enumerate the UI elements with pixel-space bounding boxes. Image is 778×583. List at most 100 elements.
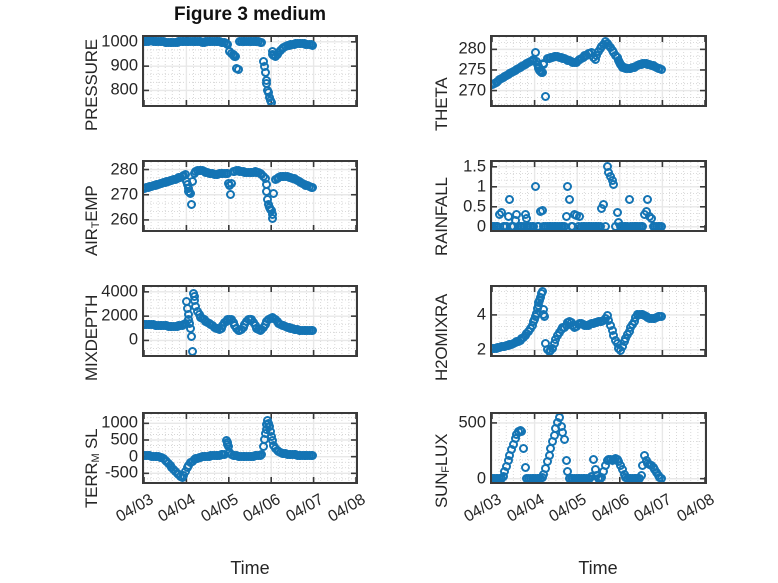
ytick-label-terr_msl-3: 1000 bbox=[101, 413, 138, 432]
data-point bbox=[517, 427, 527, 437]
xtick-label-sun_flux-5: 04/08 bbox=[674, 491, 718, 526]
ytick-label-mixdepth-1: 2000 bbox=[101, 306, 138, 325]
data-point bbox=[657, 64, 667, 74]
xtick-label-terr_msl-2: 04/05 bbox=[198, 491, 242, 526]
xtick-label-sun_flux-4: 04/07 bbox=[631, 491, 675, 526]
data-point bbox=[186, 332, 196, 342]
data-series-terr_msl bbox=[144, 414, 356, 482]
data-point bbox=[537, 205, 547, 215]
plot-area-sun_flux bbox=[490, 412, 707, 484]
data-point bbox=[537, 68, 547, 78]
data-point bbox=[541, 92, 551, 102]
data-point bbox=[537, 287, 547, 296]
ylabel-sun_flux: SUNFLUX bbox=[432, 380, 452, 508]
ytick-label-air_temp-1: 270 bbox=[110, 185, 138, 204]
ytick-label-air_temp-2: 280 bbox=[110, 160, 138, 179]
data-series-h2omixra bbox=[492, 287, 705, 355]
xtick-label-terr_msl-0: 04/03 bbox=[113, 491, 157, 526]
data-point bbox=[575, 211, 585, 221]
data-point bbox=[540, 312, 550, 322]
data-point bbox=[308, 40, 318, 50]
ytick-label-pressure-0: 800 bbox=[110, 80, 138, 99]
data-series-pressure bbox=[144, 37, 356, 105]
ytick-label-theta-1: 275 bbox=[458, 60, 486, 79]
gridlines-rainfall bbox=[492, 162, 705, 230]
data-series-mixdepth bbox=[144, 287, 356, 355]
xlabel-terr_msl: Time bbox=[230, 558, 270, 578]
ylabel-base: SUN bbox=[432, 472, 451, 508]
data-point bbox=[226, 179, 236, 189]
ytick-label-rainfall-2: 1 bbox=[476, 177, 486, 196]
ytick-label-sun_flux-1: 500 bbox=[458, 413, 486, 432]
data-point bbox=[269, 189, 279, 199]
ylabel-base: AIR bbox=[82, 228, 101, 256]
ytick-label-terr_msl-0: -500 bbox=[104, 463, 138, 482]
data-point bbox=[225, 190, 235, 200]
data-point bbox=[530, 182, 540, 192]
xtick-label-sun_flux-0: 04/03 bbox=[461, 491, 505, 526]
ytick-label-terr_msl-2: 500 bbox=[110, 430, 138, 449]
data-point bbox=[612, 208, 622, 218]
plot-area-pressure bbox=[142, 35, 358, 107]
ytick-label-air_temp-0: 260 bbox=[110, 210, 138, 229]
ylabel-tail: LUX bbox=[432, 433, 451, 467]
ytick-label-rainfall-0: 0 bbox=[476, 217, 486, 236]
data-point bbox=[520, 463, 530, 472]
data-point bbox=[512, 210, 522, 220]
ylabel-air_temp: AIRTEMP bbox=[82, 128, 102, 256]
xlabel-sun_flux: Time bbox=[578, 558, 618, 578]
xtick-label-terr_msl-5: 04/08 bbox=[325, 491, 369, 526]
ylabel-terr_msl: TERRM SL bbox=[82, 380, 102, 508]
data-point bbox=[257, 450, 267, 460]
data-point bbox=[187, 176, 197, 186]
plot-area-mixdepth bbox=[142, 285, 358, 357]
data-series-rainfall bbox=[492, 162, 705, 230]
ytick-label-theta-2: 280 bbox=[458, 39, 486, 58]
ylabel-tail: SL bbox=[82, 428, 101, 454]
xtick-label-sun_flux-2: 04/05 bbox=[546, 491, 590, 526]
ytick-label-h2omixra-1: 4 bbox=[476, 305, 486, 324]
data-point bbox=[186, 200, 196, 210]
ytick-label-pressure-1: 900 bbox=[110, 56, 138, 75]
data-point bbox=[588, 454, 598, 464]
data-point bbox=[505, 195, 515, 205]
data-point bbox=[609, 180, 619, 190]
data-point bbox=[599, 200, 609, 210]
data-point bbox=[187, 346, 197, 355]
data-series-air_temp bbox=[144, 162, 356, 230]
ylabel-subscript: T bbox=[89, 221, 102, 229]
data-point bbox=[657, 474, 667, 482]
ytick-label-terr_msl-1: 0 bbox=[128, 447, 138, 466]
ylabel-subscript: F bbox=[439, 466, 452, 473]
plot-area-air_temp bbox=[142, 160, 358, 232]
ylabel-base: TERR bbox=[82, 462, 101, 508]
data-point bbox=[233, 64, 243, 74]
ylabel-pressure: PRESSURE bbox=[82, 39, 101, 131]
data-point bbox=[554, 414, 564, 423]
data-point bbox=[561, 212, 571, 222]
ytick-label-theta-0: 270 bbox=[458, 81, 486, 100]
data-point bbox=[186, 323, 196, 333]
data-point bbox=[519, 444, 529, 454]
data-point bbox=[559, 435, 569, 445]
plot-area-terr_msl bbox=[142, 412, 358, 484]
data-point bbox=[308, 183, 318, 193]
data-point bbox=[257, 38, 267, 48]
ytick-label-mixdepth-0: 0 bbox=[128, 330, 138, 349]
data-point bbox=[600, 222, 610, 230]
data-point bbox=[530, 48, 540, 58]
data-point bbox=[636, 470, 646, 480]
figure-title: Figure 3 medium bbox=[173, 4, 327, 25]
data-point bbox=[308, 451, 318, 461]
ytick-label-rainfall-1: 0.5 bbox=[463, 197, 486, 216]
data-point bbox=[657, 312, 667, 322]
xtick-label-terr_msl-3: 04/06 bbox=[240, 491, 284, 526]
data-point bbox=[563, 182, 573, 192]
data-point bbox=[268, 213, 278, 223]
ylabel-subscript: M bbox=[89, 453, 102, 463]
plot-area-rainfall bbox=[490, 160, 707, 232]
ylabel-mixdepth: MIXDEPTH bbox=[82, 294, 101, 381]
ylabel-theta: THETA bbox=[432, 77, 451, 131]
data-point bbox=[231, 52, 241, 62]
